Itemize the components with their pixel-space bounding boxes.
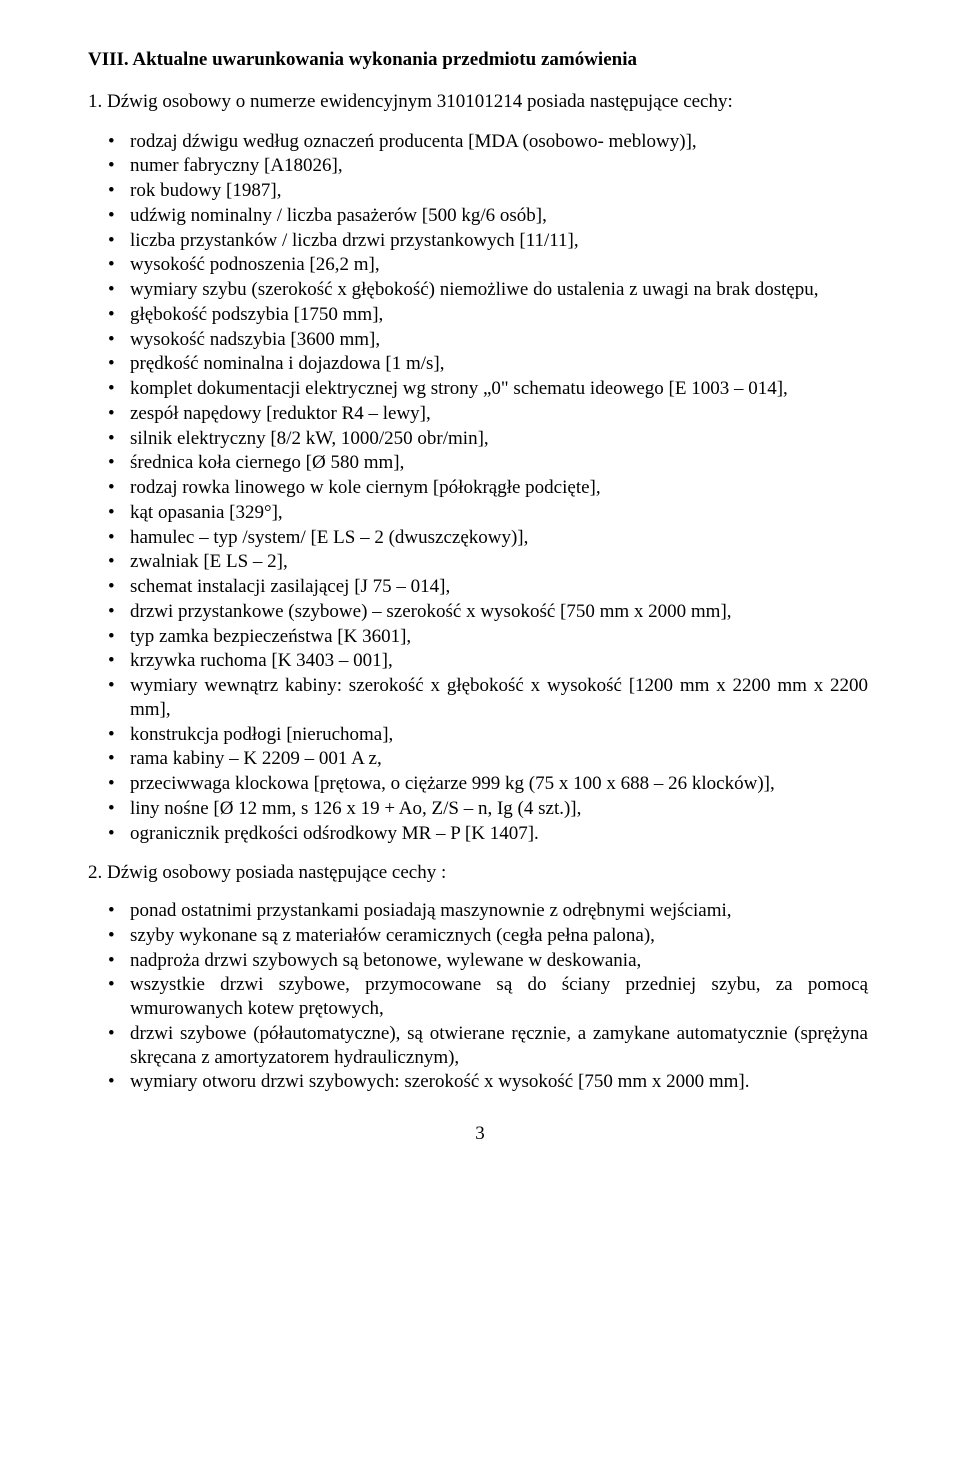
list-item: wymiary otworu drzwi szybowych: szerokoś…	[88, 1070, 872, 1094]
list-item: wysokość nadszybia [3600 mm],	[88, 328, 872, 352]
list-item: szyby wykonane są z materiałów ceramiczn…	[88, 924, 872, 948]
list-item: rodzaj dźwigu według oznaczeń producenta…	[88, 130, 872, 154]
list-item: zespół napędowy [reduktor R4 – lewy],	[88, 402, 872, 426]
list-item: rama kabiny – K 2209 – 001 A z,	[88, 747, 872, 771]
list-item: silnik elektryczny [8/2 kW, 1000/250 obr…	[88, 427, 872, 451]
list-item: drzwi przystankowe (szybowe) – szerokość…	[88, 600, 872, 624]
list-item: krzywka ruchoma [K 3403 – 001],	[88, 649, 872, 673]
list-item: rok budowy [1987],	[88, 179, 872, 203]
subsection-heading: 2. Dźwig osobowy posiada następujące cec…	[88, 861, 872, 885]
list-item: wymiary szybu (szerokość x głębokość) ni…	[88, 278, 872, 302]
list-item: konstrukcja podłogi [nieruchoma],	[88, 723, 872, 747]
page-number: 3	[88, 1122, 872, 1146]
list-item: prędkość nominalna i dojazdowa [1 m/s],	[88, 352, 872, 376]
list-item: zwalniak [E LS – 2],	[88, 550, 872, 574]
feature-list-2: ponad ostatnimi przystankami posiadają m…	[88, 899, 872, 1094]
list-item: ponad ostatnimi przystankami posiadają m…	[88, 899, 872, 923]
list-item: ogranicznik prędkości odśrodkowy MR – P …	[88, 822, 872, 846]
list-item: wysokość podnoszenia [26,2 m],	[88, 253, 872, 277]
list-item: schemat instalacji zasilającej [J 75 – 0…	[88, 575, 872, 599]
section-heading: VIII. Aktualne uwarunkowania wykonania p…	[88, 48, 872, 72]
list-item: rodzaj rowka linowego w kole ciernym [pó…	[88, 476, 872, 500]
list-item: kąt opasania [329°],	[88, 501, 872, 525]
list-item: typ zamka bezpieczeństwa [K 3601],	[88, 625, 872, 649]
list-item: udźwig nominalny / liczba pasażerów [500…	[88, 204, 872, 228]
list-item: przeciwwaga klockowa [prętowa, o ciężarz…	[88, 772, 872, 796]
intro-paragraph: 1. Dźwig osobowy o numerze ewidencyjnym …	[88, 90, 872, 114]
document-page: VIII. Aktualne uwarunkowania wykonania p…	[0, 0, 960, 1186]
list-item: wszystkie drzwi szybowe, przymocowane są…	[88, 973, 872, 1021]
list-item: numer fabryczny [A18026],	[88, 154, 872, 178]
list-item: nadproża drzwi szybowych są betonowe, wy…	[88, 949, 872, 973]
list-item: liny nośne [Ø 12 mm, s 126 x 19 + Ao, Z/…	[88, 797, 872, 821]
list-item: hamulec – typ /system/ [E LS – 2 (dwuszc…	[88, 526, 872, 550]
list-item: średnica koła ciernego [Ø 580 mm],	[88, 451, 872, 475]
list-item: wymiary wewnątrz kabiny: szerokość x głę…	[88, 674, 872, 722]
list-item: liczba przystanków / liczba drzwi przyst…	[88, 229, 872, 253]
list-item: komplet dokumentacji elektrycznej wg str…	[88, 377, 872, 401]
list-item: głębokość podszybia [1750 mm],	[88, 303, 872, 327]
feature-list-1: rodzaj dźwigu według oznaczeń producenta…	[88, 130, 872, 846]
list-item: drzwi szybowe (półautomatyczne), są otwi…	[88, 1022, 872, 1070]
